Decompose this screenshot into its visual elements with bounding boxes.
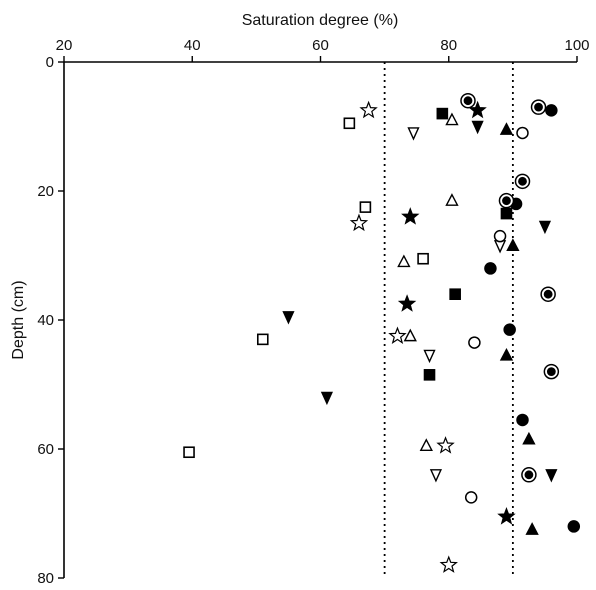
axes bbox=[63, 61, 577, 578]
filled-circle-point bbox=[503, 323, 516, 336]
open-star-point bbox=[439, 555, 458, 573]
filled-square-point bbox=[500, 207, 513, 220]
filled-star-point bbox=[497, 507, 516, 525]
x-axis-title: Saturation degree (%) bbox=[242, 12, 399, 29]
open-triangle-down-point bbox=[493, 240, 507, 254]
open-triangle-down-point bbox=[407, 127, 420, 141]
double-circle-point bbox=[498, 192, 515, 209]
open-circle-point bbox=[493, 229, 507, 243]
filled-star-point bbox=[468, 100, 487, 119]
filled-triangle-up-point bbox=[506, 238, 520, 252]
open-square-point bbox=[359, 201, 372, 213]
open-triangle-up-point bbox=[445, 112, 459, 126]
double-circle-inner bbox=[546, 367, 556, 377]
reference-lines bbox=[383, 62, 514, 578]
double-circle-inner bbox=[543, 289, 553, 299]
y-tick-label: 60 bbox=[37, 441, 54, 458]
open-square-point bbox=[183, 446, 195, 459]
filled-square-point bbox=[436, 107, 449, 120]
double-circle-inner bbox=[502, 196, 511, 206]
filled-triangle-up-point bbox=[499, 122, 514, 135]
x-tick-label: 80 bbox=[440, 37, 457, 54]
y-tick-label: 20 bbox=[37, 183, 54, 200]
data-points bbox=[183, 92, 581, 573]
filled-circle-point bbox=[545, 104, 558, 117]
open-circle-point bbox=[468, 336, 481, 349]
filled-star-point bbox=[401, 207, 420, 225]
open-star-point bbox=[388, 326, 407, 344]
open-circle-point bbox=[516, 126, 529, 140]
double-circle-point bbox=[460, 92, 476, 109]
double-circle-point bbox=[540, 286, 556, 302]
open-star-point bbox=[349, 213, 369, 232]
filled-triangle-up-point bbox=[525, 522, 539, 535]
x-tick-label: 60 bbox=[312, 37, 329, 54]
filled-triangle-up-point bbox=[499, 347, 514, 361]
open-circle-point bbox=[464, 491, 478, 504]
double-circle-point bbox=[521, 467, 537, 483]
filled-triangle-up-point bbox=[522, 431, 536, 445]
x-tick-label: 40 bbox=[184, 37, 201, 54]
open-square-point bbox=[343, 117, 356, 130]
filled-circle-point bbox=[484, 262, 497, 275]
filled-circle-point bbox=[516, 413, 529, 427]
open-square-point bbox=[256, 333, 269, 346]
y-tick-label: 0 bbox=[46, 54, 54, 71]
open-star-point bbox=[436, 436, 455, 454]
filled-circle-point bbox=[567, 520, 581, 533]
open-triangle-up-point bbox=[445, 193, 459, 206]
x-tick-label: 20 bbox=[56, 37, 73, 54]
filled-triangle-down-point bbox=[545, 469, 558, 483]
open-triangle-up-point bbox=[419, 438, 433, 451]
double-circle-inner bbox=[534, 102, 543, 112]
y-tick-label: 80 bbox=[37, 570, 54, 587]
filled-star-point bbox=[397, 294, 417, 312]
open-square-point bbox=[417, 252, 429, 265]
double-circle-inner bbox=[524, 470, 534, 480]
filled-triangle-down-point bbox=[538, 220, 552, 235]
filled-square-point bbox=[423, 369, 436, 381]
y-axis-title: Depth (cm) bbox=[10, 280, 27, 359]
filled-triangle-down-point bbox=[320, 391, 334, 406]
open-triangle-up-point bbox=[403, 328, 417, 342]
double-circle-point bbox=[530, 99, 547, 115]
double-circle-inner bbox=[463, 96, 473, 106]
open-triangle-down-point bbox=[429, 469, 443, 483]
open-star-point bbox=[359, 100, 378, 119]
double-circle-point bbox=[543, 363, 560, 380]
filled-triangle-down-point bbox=[471, 120, 484, 135]
filled-triangle-down-point bbox=[282, 311, 295, 325]
double-circle-inner bbox=[518, 176, 527, 186]
open-triangle-up-point bbox=[397, 254, 411, 268]
filled-square-point bbox=[449, 288, 461, 301]
open-triangle-down-point bbox=[423, 349, 436, 364]
y-tick-label: 40 bbox=[37, 312, 54, 329]
x-tick-label: 100 bbox=[564, 37, 589, 54]
double-circle-point bbox=[514, 173, 531, 190]
